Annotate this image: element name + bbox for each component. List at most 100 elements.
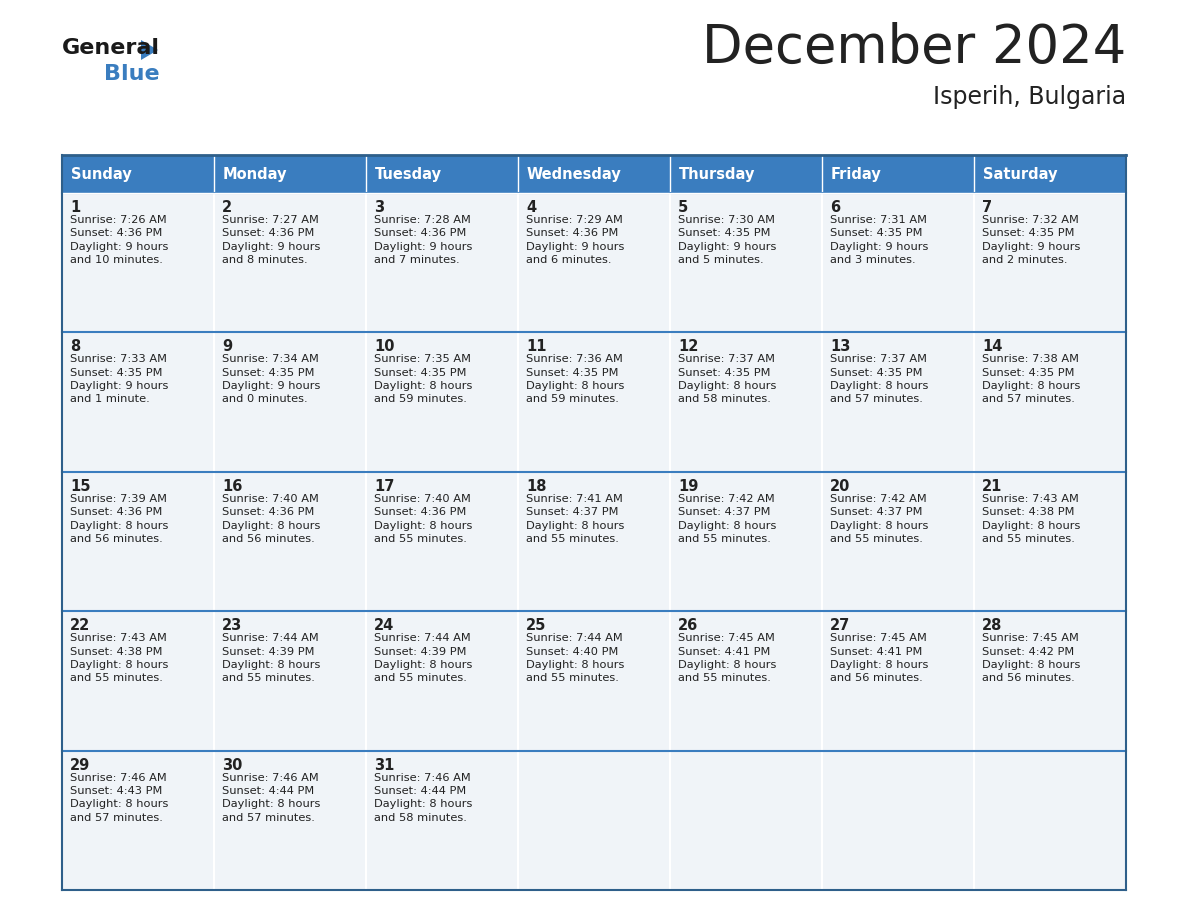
Text: 24: 24: [374, 618, 394, 633]
Text: Sunrise: 7:45 AM
Sunset: 4:41 PM
Daylight: 8 hours
and 55 minutes.: Sunrise: 7:45 AM Sunset: 4:41 PM Dayligh…: [678, 633, 777, 683]
Bar: [518, 193, 670, 332]
Bar: [822, 751, 974, 890]
Text: Sunrise: 7:37 AM
Sunset: 4:35 PM
Daylight: 8 hours
and 57 minutes.: Sunrise: 7:37 AM Sunset: 4:35 PM Dayligh…: [830, 354, 928, 405]
Text: 16: 16: [222, 479, 242, 494]
Bar: [974, 332, 1126, 472]
Bar: [974, 611, 1126, 751]
Bar: [518, 472, 670, 611]
Text: Sunrise: 7:35 AM
Sunset: 4:35 PM
Daylight: 8 hours
and 59 minutes.: Sunrise: 7:35 AM Sunset: 4:35 PM Dayligh…: [374, 354, 473, 405]
Text: 21: 21: [982, 479, 1003, 494]
Text: Sunrise: 7:43 AM
Sunset: 4:38 PM
Daylight: 8 hours
and 55 minutes.: Sunrise: 7:43 AM Sunset: 4:38 PM Dayligh…: [982, 494, 1080, 543]
Text: Tuesday: Tuesday: [375, 166, 442, 182]
Text: Sunrise: 7:37 AM
Sunset: 4:35 PM
Daylight: 8 hours
and 58 minutes.: Sunrise: 7:37 AM Sunset: 4:35 PM Dayligh…: [678, 354, 777, 405]
Text: Sunrise: 7:33 AM
Sunset: 4:35 PM
Daylight: 9 hours
and 1 minute.: Sunrise: 7:33 AM Sunset: 4:35 PM Dayligh…: [70, 354, 169, 405]
Bar: [974, 155, 1126, 193]
Bar: [822, 472, 974, 611]
Bar: [822, 155, 974, 193]
Text: 20: 20: [830, 479, 851, 494]
Text: 8: 8: [70, 340, 81, 354]
Bar: [670, 193, 822, 332]
Polygon shape: [141, 40, 158, 60]
Text: 22: 22: [70, 618, 90, 633]
Bar: [518, 155, 670, 193]
Text: 1: 1: [70, 200, 81, 215]
Text: Sunrise: 7:45 AM
Sunset: 4:42 PM
Daylight: 8 hours
and 56 minutes.: Sunrise: 7:45 AM Sunset: 4:42 PM Dayligh…: [982, 633, 1080, 683]
Text: Sunrise: 7:38 AM
Sunset: 4:35 PM
Daylight: 8 hours
and 57 minutes.: Sunrise: 7:38 AM Sunset: 4:35 PM Dayligh…: [982, 354, 1080, 405]
Bar: [670, 472, 822, 611]
Text: Thursday: Thursday: [680, 166, 756, 182]
Bar: [62, 155, 214, 193]
Text: Sunrise: 7:43 AM
Sunset: 4:38 PM
Daylight: 8 hours
and 55 minutes.: Sunrise: 7:43 AM Sunset: 4:38 PM Dayligh…: [70, 633, 169, 683]
Text: 2: 2: [222, 200, 232, 215]
Text: Sunrise: 7:30 AM
Sunset: 4:35 PM
Daylight: 9 hours
and 5 minutes.: Sunrise: 7:30 AM Sunset: 4:35 PM Dayligh…: [678, 215, 777, 265]
Bar: [214, 751, 366, 890]
Bar: [214, 155, 366, 193]
Text: 30: 30: [222, 757, 242, 773]
Text: Friday: Friday: [830, 166, 881, 182]
Bar: [670, 611, 822, 751]
Bar: [366, 332, 518, 472]
Bar: [822, 193, 974, 332]
Text: 14: 14: [982, 340, 1003, 354]
Text: Sunrise: 7:44 AM
Sunset: 4:39 PM
Daylight: 8 hours
and 55 minutes.: Sunrise: 7:44 AM Sunset: 4:39 PM Dayligh…: [374, 633, 473, 683]
Text: Sunrise: 7:32 AM
Sunset: 4:35 PM
Daylight: 9 hours
and 2 minutes.: Sunrise: 7:32 AM Sunset: 4:35 PM Dayligh…: [982, 215, 1080, 265]
Text: 11: 11: [526, 340, 546, 354]
Bar: [670, 155, 822, 193]
Text: 26: 26: [678, 618, 699, 633]
Bar: [518, 751, 670, 890]
Text: Sunrise: 7:44 AM
Sunset: 4:40 PM
Daylight: 8 hours
and 55 minutes.: Sunrise: 7:44 AM Sunset: 4:40 PM Dayligh…: [526, 633, 625, 683]
Text: 6: 6: [830, 200, 840, 215]
Text: 13: 13: [830, 340, 851, 354]
Text: 3: 3: [374, 200, 384, 215]
Bar: [62, 611, 214, 751]
Text: Wednesday: Wednesday: [527, 166, 621, 182]
Text: Sunrise: 7:34 AM
Sunset: 4:35 PM
Daylight: 9 hours
and 0 minutes.: Sunrise: 7:34 AM Sunset: 4:35 PM Dayligh…: [222, 354, 321, 405]
Bar: [366, 751, 518, 890]
Text: Isperih, Bulgaria: Isperih, Bulgaria: [933, 85, 1126, 109]
Bar: [670, 332, 822, 472]
Text: Sunday: Sunday: [71, 166, 132, 182]
Bar: [974, 751, 1126, 890]
Text: Sunrise: 7:36 AM
Sunset: 4:35 PM
Daylight: 8 hours
and 59 minutes.: Sunrise: 7:36 AM Sunset: 4:35 PM Dayligh…: [526, 354, 625, 405]
Text: 23: 23: [222, 618, 242, 633]
Bar: [366, 155, 518, 193]
Bar: [974, 193, 1126, 332]
Text: Sunrise: 7:41 AM
Sunset: 4:37 PM
Daylight: 8 hours
and 55 minutes.: Sunrise: 7:41 AM Sunset: 4:37 PM Dayligh…: [526, 494, 625, 543]
Text: Saturday: Saturday: [982, 166, 1057, 182]
Bar: [670, 751, 822, 890]
Text: 12: 12: [678, 340, 699, 354]
Bar: [366, 611, 518, 751]
Bar: [214, 332, 366, 472]
Text: Sunrise: 7:45 AM
Sunset: 4:41 PM
Daylight: 8 hours
and 56 minutes.: Sunrise: 7:45 AM Sunset: 4:41 PM Dayligh…: [830, 633, 928, 683]
Text: Sunrise: 7:28 AM
Sunset: 4:36 PM
Daylight: 9 hours
and 7 minutes.: Sunrise: 7:28 AM Sunset: 4:36 PM Dayligh…: [374, 215, 473, 265]
Bar: [214, 611, 366, 751]
Text: Sunrise: 7:44 AM
Sunset: 4:39 PM
Daylight: 8 hours
and 55 minutes.: Sunrise: 7:44 AM Sunset: 4:39 PM Dayligh…: [222, 633, 321, 683]
Text: Sunrise: 7:31 AM
Sunset: 4:35 PM
Daylight: 9 hours
and 3 minutes.: Sunrise: 7:31 AM Sunset: 4:35 PM Dayligh…: [830, 215, 928, 265]
Bar: [822, 332, 974, 472]
Text: 15: 15: [70, 479, 90, 494]
Text: 4: 4: [526, 200, 536, 215]
Text: 27: 27: [830, 618, 851, 633]
Text: 25: 25: [526, 618, 546, 633]
Text: Monday: Monday: [223, 166, 287, 182]
Text: 10: 10: [374, 340, 394, 354]
Bar: [822, 611, 974, 751]
Text: Sunrise: 7:29 AM
Sunset: 4:36 PM
Daylight: 9 hours
and 6 minutes.: Sunrise: 7:29 AM Sunset: 4:36 PM Dayligh…: [526, 215, 625, 265]
Bar: [974, 472, 1126, 611]
Bar: [214, 472, 366, 611]
Text: Sunrise: 7:26 AM
Sunset: 4:36 PM
Daylight: 9 hours
and 10 minutes.: Sunrise: 7:26 AM Sunset: 4:36 PM Dayligh…: [70, 215, 169, 265]
Text: 17: 17: [374, 479, 394, 494]
Bar: [62, 472, 214, 611]
Bar: [62, 751, 214, 890]
Text: Sunrise: 7:46 AM
Sunset: 4:44 PM
Daylight: 8 hours
and 57 minutes.: Sunrise: 7:46 AM Sunset: 4:44 PM Dayligh…: [222, 773, 321, 823]
Text: Sunrise: 7:42 AM
Sunset: 4:37 PM
Daylight: 8 hours
and 55 minutes.: Sunrise: 7:42 AM Sunset: 4:37 PM Dayligh…: [678, 494, 777, 543]
Text: Sunrise: 7:42 AM
Sunset: 4:37 PM
Daylight: 8 hours
and 55 minutes.: Sunrise: 7:42 AM Sunset: 4:37 PM Dayligh…: [830, 494, 928, 543]
Text: Blue: Blue: [105, 64, 159, 84]
Text: 9: 9: [222, 340, 232, 354]
Text: Sunrise: 7:39 AM
Sunset: 4:36 PM
Daylight: 8 hours
and 56 minutes.: Sunrise: 7:39 AM Sunset: 4:36 PM Dayligh…: [70, 494, 169, 543]
Bar: [62, 193, 214, 332]
Bar: [518, 332, 670, 472]
Text: Sunrise: 7:46 AM
Sunset: 4:43 PM
Daylight: 8 hours
and 57 minutes.: Sunrise: 7:46 AM Sunset: 4:43 PM Dayligh…: [70, 773, 169, 823]
Text: 7: 7: [982, 200, 992, 215]
Text: 19: 19: [678, 479, 699, 494]
